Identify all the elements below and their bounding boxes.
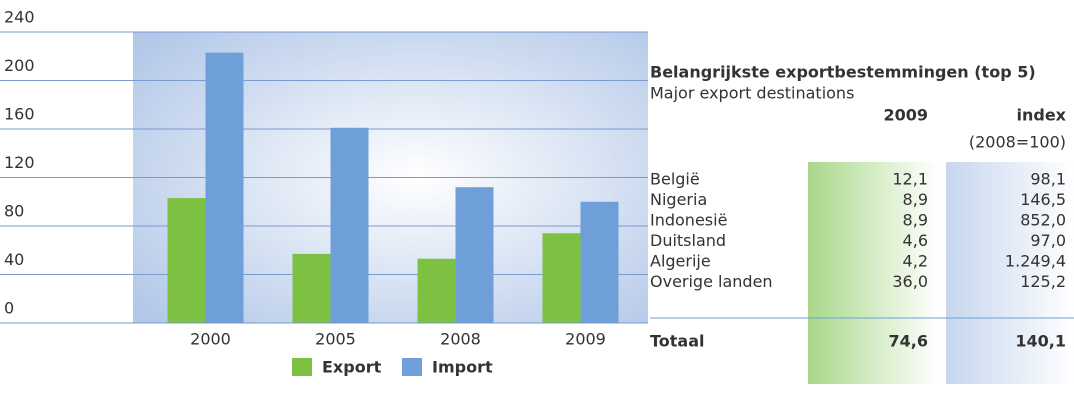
bar <box>542 233 581 323</box>
cell-value: 36,0 <box>892 272 928 291</box>
cell-value: 1.249,4 <box>1005 252 1066 271</box>
legend-label: Export <box>322 358 382 377</box>
bar <box>205 52 244 324</box>
column-highlight <box>808 162 938 384</box>
bar <box>455 187 494 323</box>
y-tick-label: 40 <box>4 250 24 269</box>
y-tick-label: 240 <box>4 8 35 27</box>
x-tick-label: 2008 <box>440 330 481 349</box>
legend-swatch <box>292 358 312 376</box>
y-tick-label: 0 <box>4 299 14 318</box>
row-label: Overige landen <box>650 272 773 291</box>
row-label: België <box>650 170 700 189</box>
x-tick-label: 2005 <box>315 330 356 349</box>
row-label: Totaal <box>650 332 705 351</box>
cell-value: 8,9 <box>903 211 928 230</box>
y-tick-label: 200 <box>4 56 35 75</box>
bar <box>580 201 619 323</box>
y-tick-label: 80 <box>4 202 24 221</box>
cell-value: 4,6 <box>903 231 928 250</box>
bar <box>330 127 369 323</box>
cell-value: 140,1 <box>1015 332 1066 351</box>
y-tick-label: 160 <box>4 105 35 124</box>
x-tick-label: 2000 <box>190 330 231 349</box>
column-highlight <box>946 162 1074 384</box>
table-title: Belangrijkste exportbestemmingen (top 5) <box>650 63 1036 82</box>
bar <box>167 198 206 323</box>
bar <box>417 258 456 323</box>
row-label: Duitsland <box>650 231 726 250</box>
cell-value: 8,9 <box>903 190 928 209</box>
cell-value: 4,2 <box>903 252 928 271</box>
y-tick-label: 120 <box>4 153 35 172</box>
row-label: Algerije <box>650 252 711 271</box>
cell-value: 852,0 <box>1020 211 1066 230</box>
row-label: Indonesië <box>650 211 727 230</box>
cell-value: 98,1 <box>1030 170 1066 189</box>
row-label: Nigeria <box>650 190 707 209</box>
column-header: index <box>1017 106 1067 125</box>
table-subtitle: Major export destinations <box>650 84 854 103</box>
cell-value: 146,5 <box>1020 190 1066 209</box>
legend-label: Import <box>432 358 493 377</box>
cell-value: 97,0 <box>1030 231 1066 250</box>
cell-value: 74,6 <box>889 332 928 351</box>
cell-value: 125,2 <box>1020 272 1066 291</box>
legend-swatch <box>402 358 422 376</box>
bar <box>292 253 331 323</box>
x-tick-label: 2009 <box>565 330 606 349</box>
cell-value: 12,1 <box>892 170 928 189</box>
column-header: (2008=100) <box>969 133 1066 152</box>
column-header: 2009 <box>883 106 928 125</box>
